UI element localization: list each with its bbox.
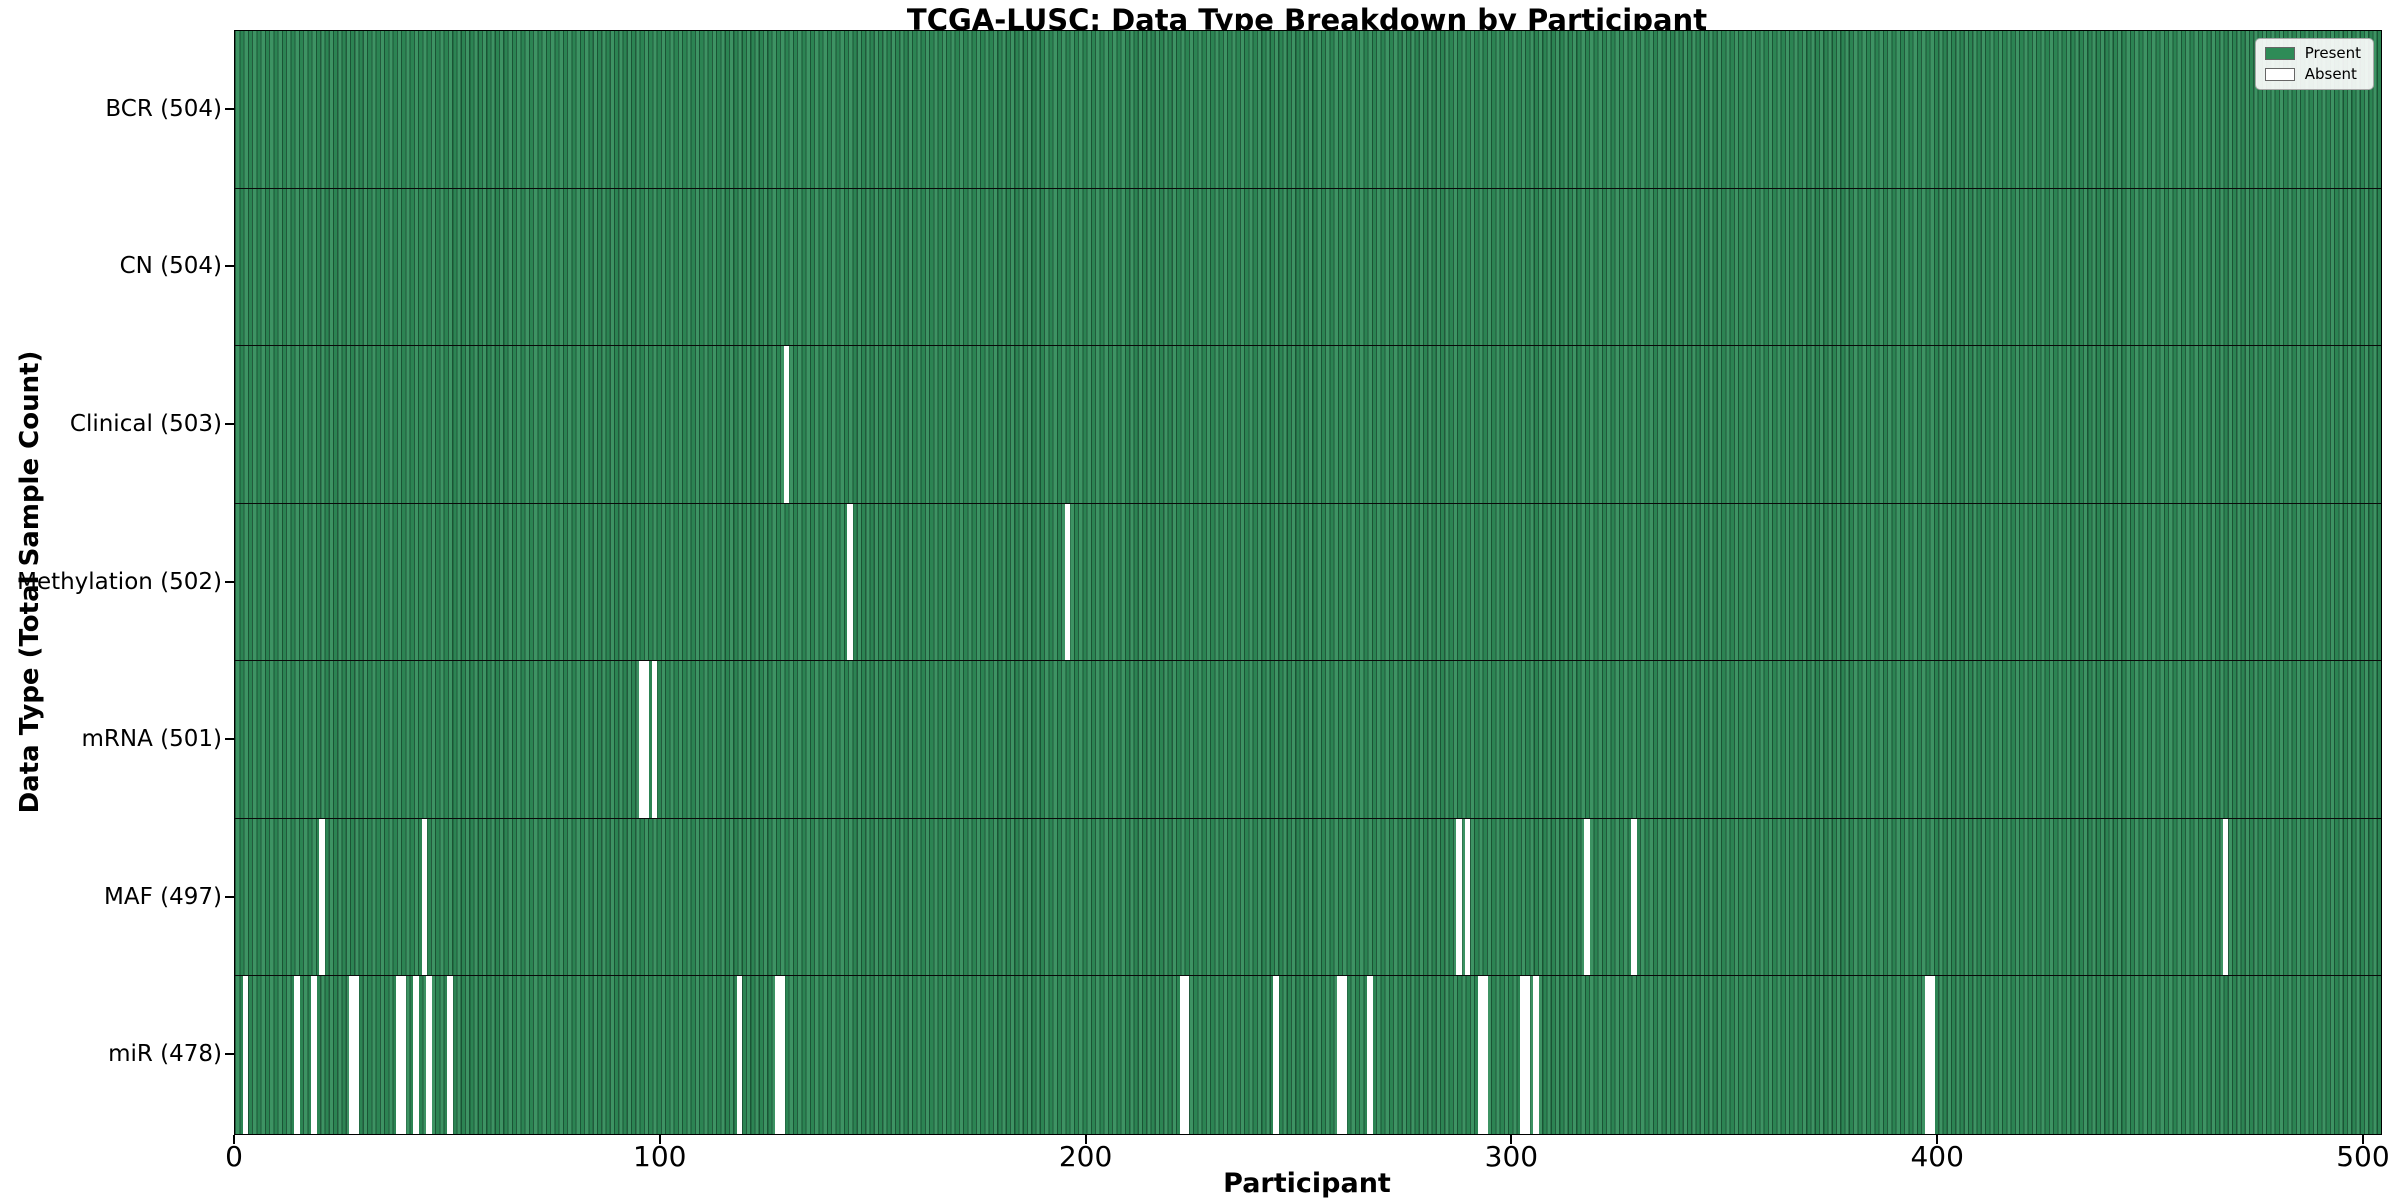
absent-gap <box>1337 976 1347 1134</box>
y-tick-label-methylation: Methylation (502) <box>17 568 222 595</box>
x-tick-mark <box>1084 1135 1087 1144</box>
absent-gap <box>1366 976 1373 1134</box>
absent-gap <box>2222 818 2229 976</box>
absent-gap <box>1520 976 1531 1134</box>
legend-label: Present <box>2304 44 2361 62</box>
absent-gap <box>775 976 785 1134</box>
heatmap-row-bcr <box>235 31 2381 189</box>
absent-gap <box>447 976 453 1134</box>
absent-gap <box>638 661 649 818</box>
heatmap-row-cn <box>235 188 2381 347</box>
x-tick-label-100: 100 <box>633 1140 687 1173</box>
y-tick-mark <box>225 265 234 268</box>
heatmap-row-clinical <box>235 346 2381 504</box>
heatmap-row-maf <box>235 818 2381 977</box>
absent-gap <box>736 976 743 1134</box>
x-tick-mark <box>233 1135 235 1144</box>
absent-gap <box>783 346 790 503</box>
absent-gap <box>1064 503 1071 661</box>
absent-gap <box>293 976 300 1134</box>
heatmap-row-mir <box>235 976 2381 1134</box>
absent-gap <box>413 976 419 1134</box>
x-tick-label-200: 200 <box>1058 1140 1113 1173</box>
x-tick-mark <box>658 1135 661 1144</box>
y-tick-mark <box>225 1053 234 1056</box>
x-tick-label-500: 500 <box>2336 1140 2390 1173</box>
y-tick-label-cn: CN (504) <box>119 253 222 280</box>
absent-gap <box>396 976 406 1134</box>
x-tick-mark <box>1936 1135 1939 1144</box>
absent-gap <box>847 503 854 661</box>
absent-gap <box>651 661 658 818</box>
absent-gap <box>349 976 360 1134</box>
y-tick-label-maf: MAF (497) <box>104 883 222 910</box>
absent-gap <box>242 976 249 1134</box>
y-tick-mark <box>225 107 234 110</box>
absent-gap <box>1584 818 1590 976</box>
x-axis-label: Participant <box>1223 1168 1391 1199</box>
absent-gap <box>319 818 326 976</box>
heatmap-row-mrna <box>235 661 2381 819</box>
absent-swatch-icon <box>2264 68 2295 81</box>
y-tick-mark <box>225 422 234 425</box>
absent-gap <box>1924 976 1935 1134</box>
x-tick-label-300: 300 <box>1484 1140 1539 1173</box>
x-tick-mark <box>2361 1135 2364 1144</box>
x-tick-label-0: 0 <box>225 1140 243 1173</box>
heatmap-row-methylation <box>235 503 2381 662</box>
legend-entry-present: Present <box>2264 44 2361 62</box>
y-tick-mark <box>225 895 234 898</box>
absent-gap <box>1456 818 1462 976</box>
absent-gap <box>1532 976 1539 1134</box>
absent-gap <box>1464 818 1471 976</box>
legend-label: Absent <box>2304 65 2357 83</box>
absent-gap <box>1477 976 1488 1134</box>
y-tick-label-mrna: mRNA (501) <box>81 726 222 753</box>
y-tick-label-mir: miR (478) <box>108 1041 222 1068</box>
legend: Present Absent <box>2254 38 2374 90</box>
absent-gap <box>425 976 432 1134</box>
plot-area <box>234 30 2382 1135</box>
absent-gap <box>1273 976 1279 1134</box>
y-tick-label-clinical: Clinical (503) <box>69 410 222 437</box>
x-tick-label-400: 400 <box>1910 1140 1964 1173</box>
y-tick-mark <box>225 738 234 741</box>
y-tick-label-bcr: BCR (504) <box>105 95 222 122</box>
absent-gap <box>1179 976 1190 1134</box>
y-tick-mark <box>225 580 234 583</box>
absent-gap <box>310 976 317 1134</box>
absent-gap <box>1630 818 1637 976</box>
present-swatch-icon <box>2264 47 2295 60</box>
x-tick-mark <box>1510 1135 1513 1144</box>
absent-gap <box>421 818 428 976</box>
legend-entry-absent: Absent <box>2264 65 2361 83</box>
